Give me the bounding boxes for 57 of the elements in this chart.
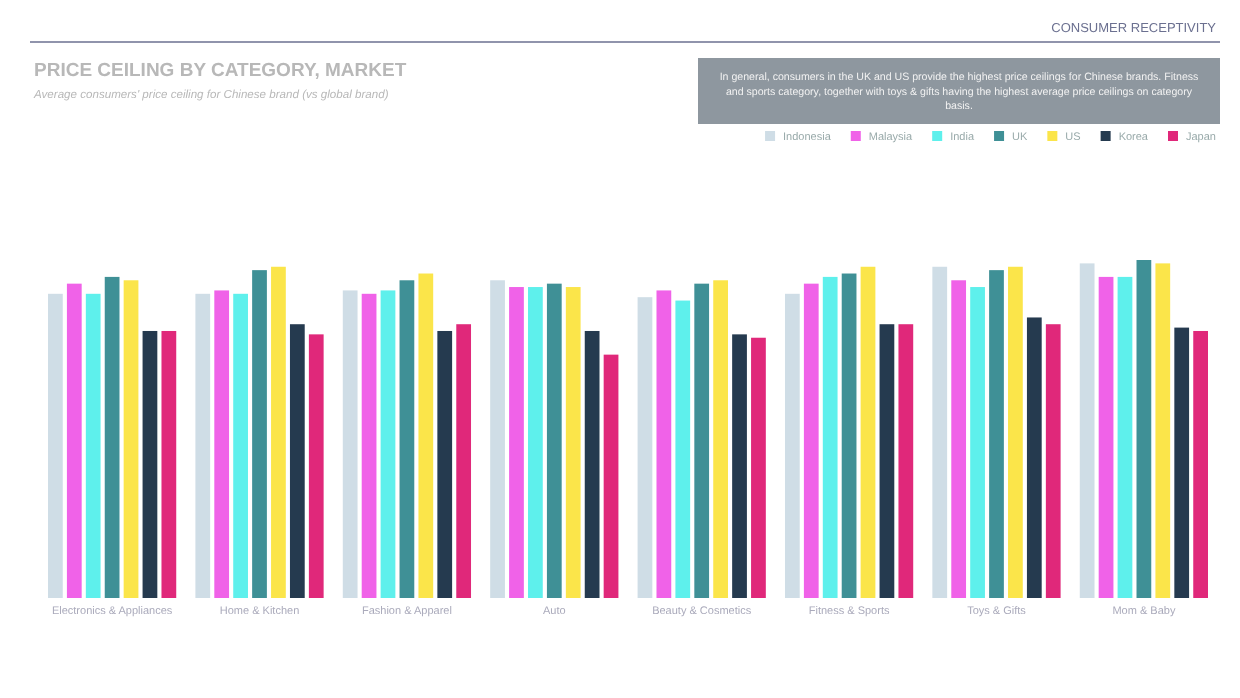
- bar: [822, 276, 838, 598]
- bar: [308, 334, 324, 598]
- bar: [1098, 276, 1114, 598]
- bar: [989, 270, 1004, 598]
- bar: [932, 266, 948, 598]
- bar: [1193, 330, 1208, 598]
- bar: [142, 330, 158, 598]
- bar: [85, 293, 101, 598]
- bar: [437, 330, 453, 598]
- bar: [233, 293, 248, 598]
- bar: [603, 354, 619, 598]
- bar: [380, 290, 396, 598]
- bar: [66, 283, 82, 598]
- bar: [841, 273, 857, 598]
- bar: [713, 280, 728, 598]
- bar: [399, 280, 415, 598]
- bar: [1045, 324, 1061, 598]
- bar: [951, 280, 967, 598]
- bar: [361, 293, 377, 598]
- bar: [565, 287, 581, 598]
- bar: [860, 266, 876, 598]
- bar: [271, 266, 286, 598]
- bar: [1136, 260, 1152, 598]
- bar: [584, 330, 600, 598]
- bar: [970, 287, 985, 598]
- bar: [1079, 263, 1095, 598]
- bar: [456, 324, 472, 598]
- bar: [123, 280, 139, 598]
- bar: [342, 290, 358, 598]
- bar: [637, 297, 653, 598]
- bar: [656, 290, 672, 598]
- bar: [694, 283, 710, 598]
- bar: [732, 334, 747, 598]
- bar: [1155, 263, 1171, 598]
- bar: [751, 337, 766, 598]
- bar: [879, 324, 895, 598]
- bar: [195, 293, 211, 598]
- bar: [546, 283, 562, 598]
- bar: [252, 270, 267, 598]
- bar: [1008, 266, 1023, 598]
- chart-title: PRICE CEILING BY CATEGORY, MARKET: [34, 60, 407, 82]
- bar: [898, 324, 914, 598]
- bar: [48, 293, 63, 598]
- bar: [784, 293, 800, 598]
- bar: [1026, 317, 1042, 598]
- bar: [509, 287, 524, 598]
- bar: [104, 276, 120, 598]
- bar: [803, 283, 819, 598]
- bar: [214, 290, 230, 598]
- bar: [289, 324, 305, 598]
- bar: [490, 280, 505, 598]
- bar: [161, 330, 177, 598]
- bar: [418, 273, 434, 598]
- bar: [528, 287, 543, 598]
- bar: [1117, 276, 1133, 598]
- bar: [675, 300, 691, 598]
- bar: [1174, 327, 1190, 598]
